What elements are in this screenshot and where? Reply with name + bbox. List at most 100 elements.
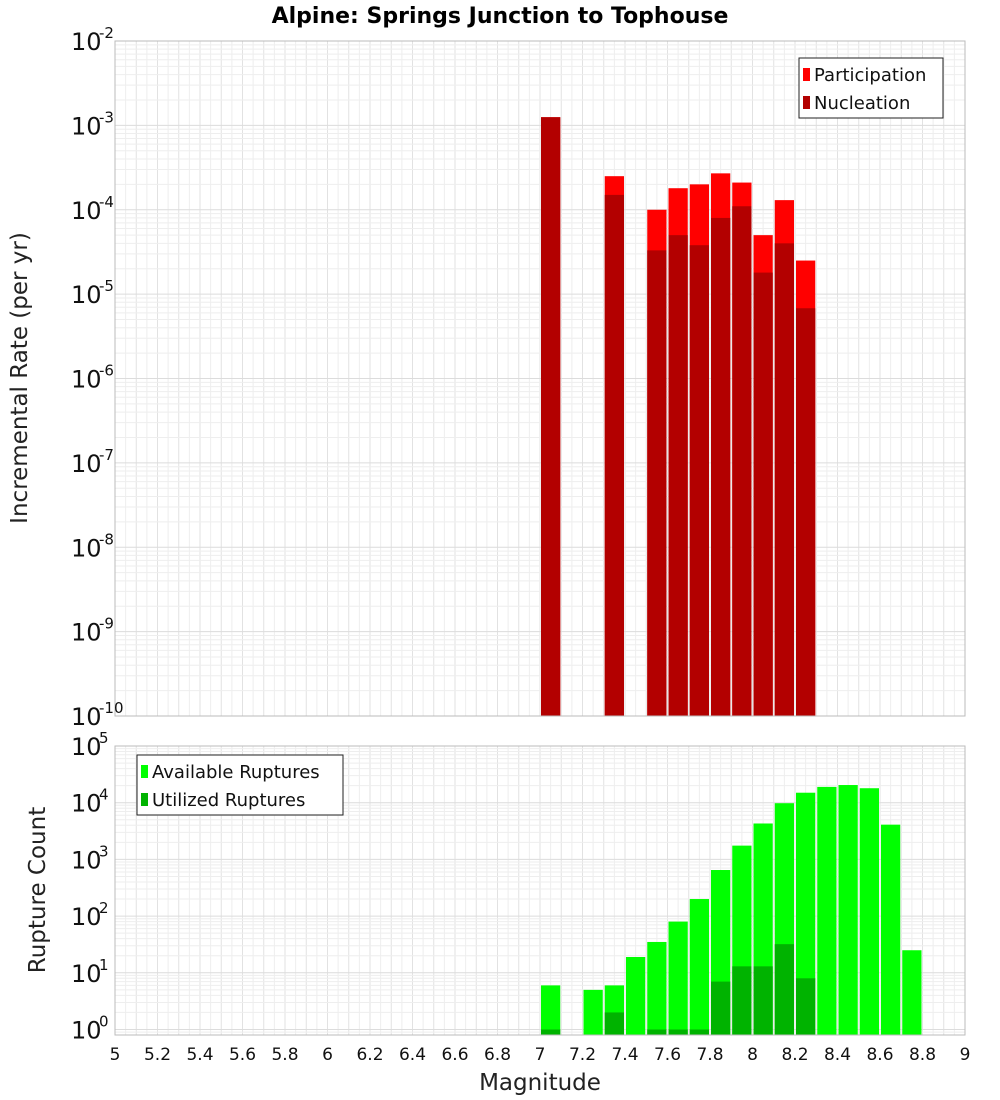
top-y-tick-label: 10: [71, 619, 102, 647]
x-tick-label: 6.6: [441, 1045, 468, 1065]
x-tick-label: 7: [535, 1045, 546, 1065]
bottom-bar-available-ruptures: [902, 950, 922, 1035]
bottom-bar-available-ruptures: [881, 824, 901, 1035]
top-bar-nucleation: [668, 235, 688, 716]
bottom-plot-border: [114, 745, 966, 1036]
x-tick-label: 8.6: [866, 1045, 893, 1065]
x-tick-label: 7.4: [611, 1045, 638, 1065]
x-tick-label: 5.8: [271, 1045, 298, 1065]
x-tick-label: 8.2: [781, 1045, 808, 1065]
bottom-bar-available-ruptures: [626, 956, 646, 1035]
top-bar-nucleation: [689, 245, 709, 717]
top-y-tick-label: 10: [71, 28, 102, 56]
top-legend-swatch: [803, 68, 810, 81]
top-y-tick-exponent: -10: [99, 699, 124, 717]
top-y-tick-exponent: -6: [99, 362, 114, 380]
top-y-tick-exponent: -4: [99, 193, 114, 211]
top-y-tick-label: 10: [71, 703, 102, 731]
x-tick-label: 6.8: [484, 1045, 511, 1065]
top-bar-nucleation: [796, 308, 816, 716]
top-plot-border: [114, 40, 966, 717]
bottom-y-tick-label: 10: [71, 790, 102, 818]
bottom-bar-available-ruptures: [668, 921, 688, 1035]
bottom-bar-available-ruptures: [859, 788, 879, 1035]
bottom-y-tick-label: 10: [71, 733, 102, 761]
bottom-bar-utilized-ruptures: [668, 1029, 688, 1035]
top-y-tick-exponent: -7: [99, 446, 114, 464]
top-y-tick-label: 10: [71, 450, 102, 478]
top-y-tick-label: 10: [71, 197, 102, 225]
bottom-legend-label: Available Ruptures: [152, 762, 320, 783]
top-y-tick-label: 10: [71, 112, 102, 140]
x-tick-label: 5.6: [229, 1045, 256, 1065]
bottom-bar-utilized-ruptures: [604, 1012, 624, 1035]
bottom-legend-swatch: [141, 793, 148, 806]
bottom-bar-available-ruptures: [689, 899, 709, 1035]
bottom-y-tick-exponent: 0: [99, 1013, 109, 1031]
x-axis-label: Magnitude: [479, 1070, 601, 1096]
x-tick-label: 8.4: [824, 1045, 851, 1065]
bottom-legend: [136, 754, 344, 816]
bottom-bar-utilized-ruptures: [647, 1029, 667, 1035]
x-tick-label: 7.6: [654, 1045, 681, 1065]
x-tick-label: 5: [110, 1045, 121, 1065]
top-bar-nucleation: [753, 272, 773, 716]
top-bar-nucleation: [541, 117, 561, 716]
bottom-bar-utilized-ruptures: [689, 1029, 709, 1035]
x-tick-label: 6.2: [356, 1045, 383, 1065]
top-y-tick-exponent: -8: [99, 530, 114, 548]
x-tick-label: 5.4: [186, 1045, 213, 1065]
bottom-y-tick-label: 10: [71, 1017, 102, 1045]
bottom-y-tick-exponent: 3: [99, 842, 109, 860]
top-y-tick-exponent: -3: [99, 108, 114, 126]
bottom-y-tick-exponent: 5: [99, 729, 109, 747]
bottom-legend-swatch: [141, 765, 148, 778]
top-y-tick-exponent: -2: [99, 24, 114, 42]
top-y-tick-label: 10: [71, 534, 102, 562]
top-bar-nucleation: [647, 250, 667, 717]
bottom-bar-utilized-ruptures: [711, 981, 731, 1035]
bottom-y-tick-label: 10: [71, 846, 102, 874]
top-bar-nucleation: [732, 206, 752, 716]
top-bar-nucleation: [604, 194, 624, 716]
top-legend-swatch: [803, 96, 810, 109]
x-tick-label: 7.2: [569, 1045, 596, 1065]
top-bar-nucleation: [774, 243, 794, 717]
bottom-bar-available-ruptures: [583, 989, 603, 1035]
top-legend-label: Nucleation: [814, 93, 910, 114]
x-tick-label: 8: [747, 1045, 758, 1065]
top-y-tick-label: 10: [71, 281, 102, 309]
bottom-bar-utilized-ruptures: [732, 966, 752, 1035]
bottom-bar-available-ruptures: [647, 941, 667, 1035]
bottom-bar-utilized-ruptures: [541, 1029, 561, 1035]
top-y-tick-exponent: -9: [99, 615, 114, 633]
x-tick-label: 8.8: [909, 1045, 936, 1065]
top-legend-label: Participation: [814, 65, 926, 86]
bottom-bar-available-ruptures: [541, 985, 561, 1035]
bottom-bar-utilized-ruptures: [796, 978, 816, 1035]
x-tick-label: 9: [960, 1045, 971, 1065]
top-y-axis-label: Incremental Rate (per yr): [7, 232, 33, 524]
bottom-y-tick-exponent: 1: [99, 956, 109, 974]
bottom-y-tick-label: 10: [71, 903, 102, 931]
top-bar-nucleation: [711, 217, 731, 716]
bottom-bar-available-ruptures: [838, 785, 858, 1035]
x-tick-label: 6: [322, 1045, 333, 1065]
bottom-bar-utilized-ruptures: [753, 966, 773, 1035]
bottom-y-tick-label: 10: [71, 960, 102, 988]
top-legend: [798, 57, 944, 119]
chart-title: Alpine: Springs Junction to Tophouse: [272, 4, 729, 29]
bottom-y-axis-label: Rupture Count: [25, 807, 51, 973]
x-tick-label: 5.2: [144, 1045, 171, 1065]
bottom-bar-available-ruptures: [817, 786, 837, 1035]
top-y-tick-exponent: -5: [99, 277, 114, 295]
bottom-bar-utilized-ruptures: [774, 944, 794, 1035]
bottom-y-tick-exponent: 2: [99, 899, 109, 917]
x-tick-label: 7.8: [696, 1045, 723, 1065]
bottom-legend-label: Utilized Ruptures: [152, 790, 305, 811]
bottom-y-tick-exponent: 4: [99, 786, 109, 804]
x-tick-label: 6.4: [399, 1045, 426, 1065]
bottom-bar-available-ruptures: [796, 792, 816, 1035]
